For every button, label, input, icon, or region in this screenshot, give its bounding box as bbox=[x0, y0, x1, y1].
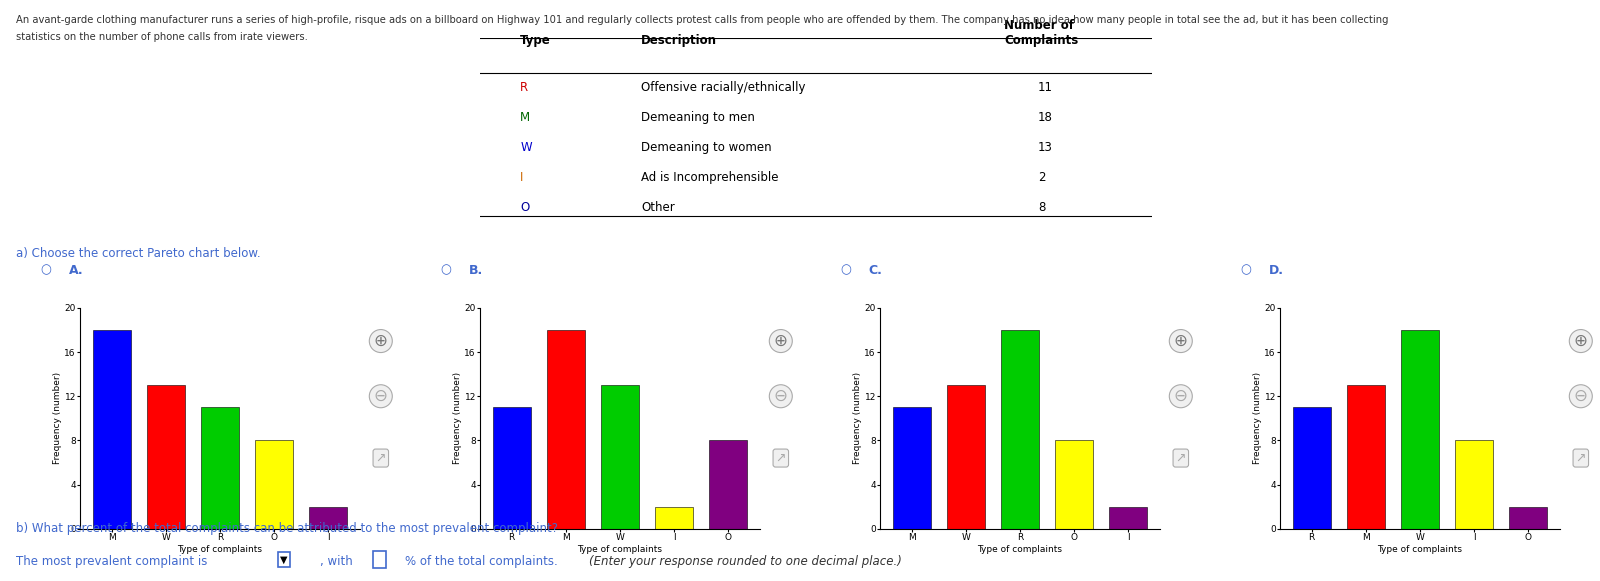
Bar bbox=[1002, 330, 1038, 529]
Text: The most prevalent complaint is: The most prevalent complaint is bbox=[16, 555, 208, 568]
Text: I: I bbox=[520, 171, 523, 184]
Bar bbox=[1402, 330, 1438, 529]
Text: Ad is Incomprehensible: Ad is Incomprehensible bbox=[642, 171, 779, 184]
Text: Description: Description bbox=[642, 34, 717, 48]
Text: W: W bbox=[520, 141, 531, 154]
Bar bbox=[202, 407, 238, 529]
Bar bbox=[93, 330, 131, 529]
Text: M: M bbox=[520, 111, 531, 124]
Text: Demeaning to men: Demeaning to men bbox=[642, 111, 755, 124]
Bar bbox=[947, 385, 984, 529]
Text: Offensive racially/ethnically: Offensive racially/ethnically bbox=[642, 81, 806, 94]
Y-axis label: Frequency (number): Frequency (number) bbox=[853, 372, 861, 464]
Text: An avant-garde clothing manufacturer runs a series of high-profile, risque ads o: An avant-garde clothing manufacturer run… bbox=[16, 15, 1389, 24]
Bar bbox=[1109, 507, 1147, 529]
Text: Demeaning to women: Demeaning to women bbox=[642, 141, 771, 154]
Text: ↗: ↗ bbox=[1176, 451, 1186, 465]
Text: B.: B. bbox=[469, 264, 483, 277]
Text: ⊕: ⊕ bbox=[1174, 332, 1187, 350]
Text: ○: ○ bbox=[840, 264, 851, 277]
Text: ○: ○ bbox=[440, 264, 451, 277]
Text: 13: 13 bbox=[1038, 141, 1053, 154]
X-axis label: Type of complaints: Type of complaints bbox=[578, 544, 662, 554]
X-axis label: Type of complaints: Type of complaints bbox=[1378, 544, 1462, 554]
Bar bbox=[493, 407, 531, 529]
Y-axis label: Frequency (number): Frequency (number) bbox=[53, 372, 61, 464]
Text: ○: ○ bbox=[1240, 264, 1251, 277]
Text: 8: 8 bbox=[1038, 201, 1045, 214]
Bar bbox=[309, 507, 347, 529]
Text: ↗: ↗ bbox=[1576, 451, 1586, 465]
Text: C.: C. bbox=[869, 264, 883, 277]
Text: ⊕: ⊕ bbox=[774, 332, 787, 350]
Bar bbox=[1056, 440, 1093, 529]
Text: ↗: ↗ bbox=[376, 451, 386, 465]
Text: ⊖: ⊖ bbox=[374, 388, 387, 405]
Text: ○: ○ bbox=[40, 264, 51, 277]
Bar bbox=[893, 407, 931, 529]
Text: Number of
Complaints: Number of Complaints bbox=[1005, 20, 1078, 48]
Text: ⊕: ⊕ bbox=[374, 332, 387, 350]
Text: % of the total complaints.: % of the total complaints. bbox=[405, 555, 557, 568]
Bar bbox=[1347, 385, 1384, 529]
Bar bbox=[147, 385, 184, 529]
Text: ⊖: ⊖ bbox=[1574, 388, 1587, 405]
Bar bbox=[256, 440, 293, 529]
Text: D.: D. bbox=[1269, 264, 1283, 277]
Text: ↗: ↗ bbox=[776, 451, 786, 465]
Text: 11: 11 bbox=[1038, 81, 1053, 94]
X-axis label: Type of complaints: Type of complaints bbox=[178, 544, 262, 554]
Text: Type: Type bbox=[520, 34, 550, 48]
Text: 18: 18 bbox=[1038, 111, 1053, 124]
Y-axis label: Frequency (number): Frequency (number) bbox=[453, 372, 461, 464]
Bar bbox=[656, 507, 693, 529]
Bar bbox=[547, 330, 584, 529]
Text: statistics on the number of phone calls from irate viewers.: statistics on the number of phone calls … bbox=[16, 32, 307, 42]
X-axis label: Type of complaints: Type of complaints bbox=[978, 544, 1062, 554]
Bar bbox=[1509, 507, 1547, 529]
Text: R: R bbox=[520, 81, 528, 94]
Text: (Enter your response rounded to one decimal place.): (Enter your response rounded to one deci… bbox=[589, 555, 902, 568]
Text: ⊖: ⊖ bbox=[1174, 388, 1187, 405]
Text: ▼: ▼ bbox=[280, 555, 288, 565]
Text: O: O bbox=[520, 201, 530, 214]
Bar bbox=[1456, 440, 1493, 529]
Bar bbox=[602, 385, 638, 529]
Text: Other: Other bbox=[642, 201, 675, 214]
Y-axis label: Frequency (number): Frequency (number) bbox=[1253, 372, 1261, 464]
Text: 2: 2 bbox=[1038, 171, 1045, 184]
Bar bbox=[1293, 407, 1331, 529]
Bar bbox=[709, 440, 747, 529]
Text: A.: A. bbox=[69, 264, 83, 277]
Text: b) What percent of the total complaints can be attributed to the most prevalent : b) What percent of the total complaints … bbox=[16, 522, 558, 535]
Text: ⊖: ⊖ bbox=[774, 388, 787, 405]
Text: , with: , with bbox=[320, 555, 352, 568]
Text: a) Choose the correct Pareto chart below.: a) Choose the correct Pareto chart below… bbox=[16, 247, 261, 260]
Text: ⊕: ⊕ bbox=[1574, 332, 1587, 350]
